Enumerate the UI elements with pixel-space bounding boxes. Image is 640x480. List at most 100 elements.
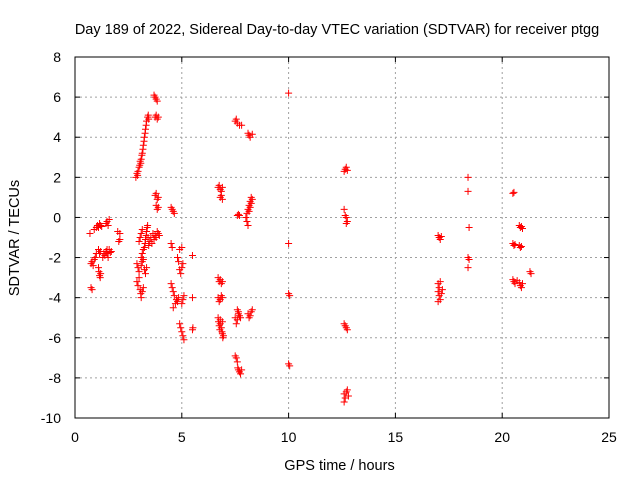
data-point: [107, 248, 115, 256]
data-point: [340, 205, 348, 213]
x-tick-label: 20: [494, 429, 510, 445]
data-point: [246, 203, 254, 211]
data-point: [103, 250, 111, 258]
data-point: [434, 298, 442, 306]
data-point: [91, 254, 99, 262]
data-point: [174, 298, 182, 306]
data-point: [97, 221, 105, 229]
y-tick-label: 2: [53, 169, 61, 185]
data-point: [179, 296, 187, 304]
data-point: [143, 264, 151, 272]
data-point: [248, 130, 256, 138]
data-point: [176, 320, 184, 328]
data-point: [247, 199, 255, 207]
data-point: [518, 224, 526, 232]
data-point: [218, 294, 226, 302]
data-point: [98, 222, 106, 230]
data-point: [436, 236, 444, 244]
data-point: [515, 279, 523, 287]
data-point: [137, 229, 145, 237]
data-point: [232, 320, 240, 328]
y-tick-label: 4: [53, 129, 61, 145]
data-point: [139, 141, 147, 149]
data-point: [141, 270, 149, 278]
y-tick-label: -8: [49, 370, 62, 386]
y-tick-label: -2: [49, 250, 62, 266]
data-point: [188, 252, 196, 260]
data-point: [527, 270, 535, 278]
x-tick-label: 0: [71, 429, 79, 445]
data-point: [285, 240, 293, 248]
data-point: [517, 284, 525, 292]
data-point: [243, 217, 251, 225]
data-point: [154, 113, 162, 121]
data-point: [177, 270, 185, 278]
y-tick-label: 8: [53, 49, 61, 65]
data-point: [136, 234, 144, 241]
x-tick-label: 10: [281, 429, 297, 445]
data-point: [137, 262, 145, 270]
data-point: [169, 304, 177, 312]
data-point: [175, 258, 183, 266]
data-point: [464, 264, 472, 272]
data-point: [343, 326, 351, 334]
data-point: [154, 203, 162, 211]
data-point: [246, 312, 254, 320]
data-point: [89, 262, 97, 270]
data-point: [141, 125, 149, 133]
data-point: [237, 314, 245, 322]
axis-ticks: [74, 56, 610, 419]
data-point: [233, 358, 241, 366]
data-point: [153, 97, 161, 105]
data-point: [133, 260, 141, 268]
data-point: [106, 249, 114, 257]
data-point: [145, 115, 153, 123]
data-point: [437, 232, 445, 240]
y-tick-label: -4: [49, 290, 62, 306]
data-point: [178, 300, 186, 308]
data-point: [518, 280, 526, 288]
data-point: [238, 366, 246, 374]
data-point: [88, 286, 96, 294]
data-point: [510, 188, 518, 196]
data-point: [218, 195, 226, 203]
data-point: [178, 328, 186, 336]
data-point: [133, 278, 141, 286]
data-point: [105, 215, 113, 223]
data-point: [143, 227, 151, 235]
data-point: [344, 392, 352, 400]
data-point: [177, 324, 185, 332]
data-point: [343, 166, 351, 174]
data-point: [178, 244, 186, 252]
data-point: [516, 244, 524, 252]
data-point: [178, 264, 186, 272]
data-point: [167, 280, 175, 288]
data-point: [340, 398, 348, 406]
data-point: [286, 362, 294, 370]
data-point: [234, 308, 242, 316]
data-point: [116, 236, 124, 244]
y-tick-label: -6: [49, 330, 62, 346]
data-point: [175, 294, 183, 302]
data-point: [248, 195, 256, 203]
data-point: [104, 254, 112, 262]
data-point: [135, 274, 143, 282]
data-point: [135, 238, 143, 246]
data-point: [138, 149, 146, 157]
chart-title: Day 189 of 2022, Sidereal Day-to-day VTE…: [75, 22, 599, 38]
data-point: [217, 191, 225, 199]
x-tick-label: 25: [601, 429, 617, 445]
data-point: [144, 221, 152, 229]
data-point: [232, 115, 240, 123]
y-tick-label: 0: [53, 209, 61, 225]
data-point: [168, 284, 176, 292]
data-point: [286, 292, 294, 300]
data-point: [464, 173, 472, 181]
data-point: [465, 223, 473, 231]
data-point: [180, 292, 188, 300]
plot-frame: [74, 56, 610, 419]
data-point: [139, 284, 147, 292]
data-point: [235, 211, 243, 219]
data-point: [134, 167, 142, 175]
